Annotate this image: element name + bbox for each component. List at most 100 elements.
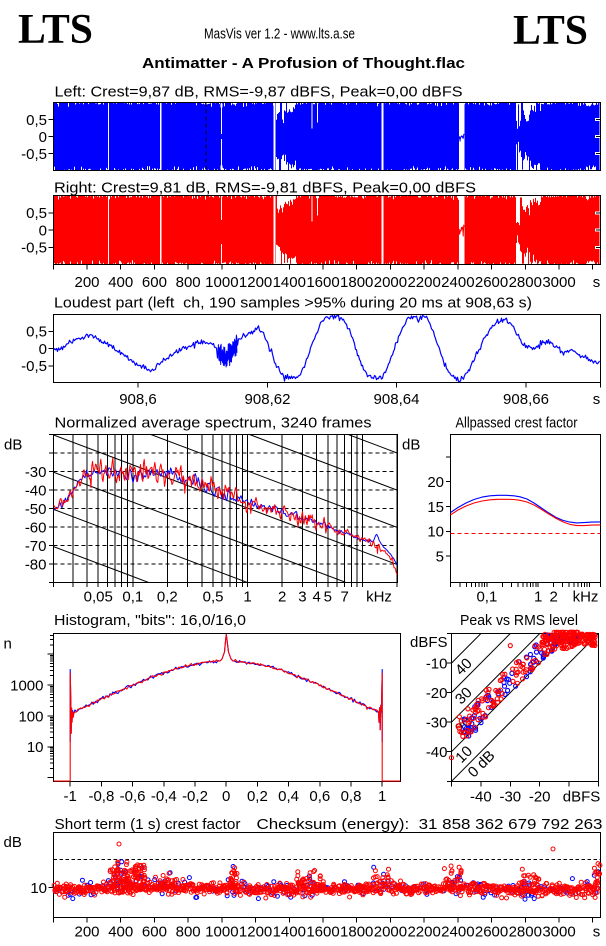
svg-text:s: s xyxy=(593,274,601,291)
svg-text:-40: -40 xyxy=(470,789,492,806)
svg-text:2000: 2000 xyxy=(374,274,407,291)
svg-text:1: 1 xyxy=(378,788,386,805)
svg-text:s: s xyxy=(593,924,601,941)
svg-text:-0,4: -0,4 xyxy=(151,788,177,805)
svg-text:600: 600 xyxy=(142,924,167,941)
svg-text:400: 400 xyxy=(108,924,133,941)
svg-text:kHz: kHz xyxy=(573,589,599,606)
svg-text:800: 800 xyxy=(176,274,201,291)
svg-text:0,5: 0,5 xyxy=(26,324,47,341)
svg-text:3000: 3000 xyxy=(542,924,575,941)
svg-text:Checksum (energy): 31 858 362: Checksum (energy): 31 858 362 679 792 26… xyxy=(257,816,603,833)
svg-text:2400: 2400 xyxy=(441,274,474,291)
svg-text:10: 10 xyxy=(27,739,44,756)
svg-text:LTS: LTS xyxy=(18,7,93,53)
svg-text:2: 2 xyxy=(549,589,557,606)
svg-text:7: 7 xyxy=(340,589,348,606)
svg-text:Right: Crest=9,81 dB, RMS=-9,8: Right: Crest=9,81 dB, RMS=-9,81 dBFS, Pe… xyxy=(54,180,476,197)
svg-text:5: 5 xyxy=(324,589,332,606)
svg-text:200: 200 xyxy=(74,274,99,291)
svg-text:0,5: 0,5 xyxy=(26,205,47,222)
svg-text:0,2: 0,2 xyxy=(247,788,268,805)
svg-text:1: 1 xyxy=(243,589,251,606)
svg-text:1: 1 xyxy=(534,589,542,606)
svg-text:3: 3 xyxy=(298,589,306,606)
svg-text:1000: 1000 xyxy=(10,677,43,694)
svg-text:200: 200 xyxy=(74,924,99,941)
svg-text:-30: -30 xyxy=(499,789,521,806)
svg-text:400: 400 xyxy=(108,274,133,291)
svg-text:dB: dB xyxy=(4,437,22,454)
svg-text:2400: 2400 xyxy=(441,924,474,941)
svg-text:dBFS: dBFS xyxy=(410,634,448,651)
svg-text:Short term (1 s) crest factor: Short term (1 s) crest factor xyxy=(55,816,241,833)
svg-text:kHz: kHz xyxy=(366,589,392,606)
svg-text:800: 800 xyxy=(176,924,201,941)
svg-text:2200: 2200 xyxy=(407,274,440,291)
svg-text:15: 15 xyxy=(427,499,444,516)
svg-text:-0,2: -0,2 xyxy=(182,788,208,805)
svg-text:-30: -30 xyxy=(426,715,448,732)
svg-text:100: 100 xyxy=(18,708,43,725)
svg-text:-0,5: -0,5 xyxy=(21,358,47,375)
svg-text:1200: 1200 xyxy=(239,924,272,941)
svg-text:5: 5 xyxy=(436,549,444,566)
svg-text:-80: -80 xyxy=(25,556,47,573)
svg-text:-40: -40 xyxy=(426,744,448,761)
svg-text:1200: 1200 xyxy=(239,274,272,291)
svg-text:dB: dB xyxy=(402,437,420,454)
svg-text:20: 20 xyxy=(427,474,444,491)
svg-text:0,5: 0,5 xyxy=(26,112,47,129)
svg-text:908,62: 908,62 xyxy=(245,391,291,408)
svg-text:2800: 2800 xyxy=(509,274,542,291)
svg-text:-60: -60 xyxy=(25,519,47,536)
svg-text:dBFS: dBFS xyxy=(563,789,601,806)
svg-text:-70: -70 xyxy=(25,538,47,555)
svg-text:Peak vs RMS level: Peak vs RMS level xyxy=(460,612,578,629)
svg-text:2600: 2600 xyxy=(475,924,508,941)
svg-text:dB: dB xyxy=(4,834,22,851)
svg-text:2800: 2800 xyxy=(509,924,542,941)
svg-text:1000: 1000 xyxy=(205,274,238,291)
svg-text:0,6: 0,6 xyxy=(309,788,330,805)
svg-text:1400: 1400 xyxy=(273,274,306,291)
svg-text:0: 0 xyxy=(222,788,230,805)
svg-text:-10: -10 xyxy=(426,655,448,672)
svg-text:908,6: 908,6 xyxy=(119,391,157,408)
svg-text:3000: 3000 xyxy=(542,274,575,291)
svg-text:0,1: 0,1 xyxy=(122,589,143,606)
svg-text:-20: -20 xyxy=(529,789,551,806)
svg-text:-20: -20 xyxy=(426,685,448,702)
svg-text:-40: -40 xyxy=(25,482,47,499)
svg-text:-0,5: -0,5 xyxy=(21,146,47,163)
svg-text:1600: 1600 xyxy=(306,274,339,291)
svg-text:-0,5: -0,5 xyxy=(21,240,47,257)
svg-text:1600: 1600 xyxy=(306,924,339,941)
svg-text:0,4: 0,4 xyxy=(278,788,299,805)
svg-text:2: 2 xyxy=(278,589,286,606)
svg-text:0: 0 xyxy=(39,222,47,239)
svg-text:908,66: 908,66 xyxy=(503,391,549,408)
svg-text:1000: 1000 xyxy=(205,924,238,941)
svg-text:s: s xyxy=(593,391,601,408)
svg-text:0: 0 xyxy=(39,129,47,146)
svg-text:4: 4 xyxy=(313,589,321,606)
svg-text:-30: -30 xyxy=(25,464,47,481)
svg-text:2600: 2600 xyxy=(475,274,508,291)
svg-text:0,1: 0,1 xyxy=(476,589,497,606)
svg-text:-50: -50 xyxy=(25,501,47,518)
svg-text:Allpassed crest factor: Allpassed crest factor xyxy=(456,415,578,432)
svg-text:0,5: 0,5 xyxy=(203,589,224,606)
svg-text:LTS: LTS xyxy=(513,8,588,54)
svg-text:Loudest part (left ch, 190 sa: Loudest part (left ch, 190 samples >95% … xyxy=(54,295,532,312)
svg-text:0,8: 0,8 xyxy=(341,788,362,805)
svg-text:Antimatter - A Profusion of Th: Antimatter - A Profusion of Thought.flac xyxy=(142,55,465,72)
svg-text:1800: 1800 xyxy=(340,924,373,941)
svg-text:Normalized average spectrum, 3: Normalized average spectrum, 3240 frames xyxy=(55,415,372,432)
svg-text:MasVis ver 1.2 - www.lts.a.se: MasVis ver 1.2 - www.lts.a.se xyxy=(204,26,355,43)
svg-text:Left: Crest=9,87 dB, RMS=-9,87: Left: Crest=9,87 dB, RMS=-9,87 dBFS, Pea… xyxy=(55,84,463,101)
svg-text:n: n xyxy=(4,636,12,653)
svg-text:0,05: 0,05 xyxy=(84,589,113,606)
svg-text:10: 10 xyxy=(30,880,47,897)
svg-text:1400: 1400 xyxy=(273,924,306,941)
